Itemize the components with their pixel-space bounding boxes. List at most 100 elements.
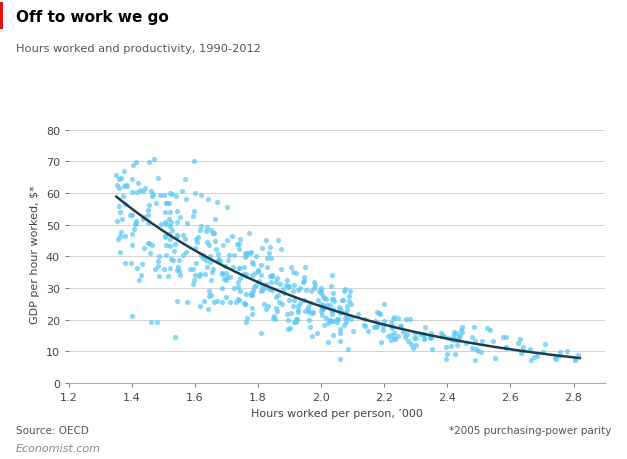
Point [245, 250, 255, 257]
Point [196, 191, 206, 199]
Point [251, 282, 261, 290]
Point [441, 356, 451, 364]
Point [455, 332, 465, 339]
Point [276, 246, 286, 254]
Point [181, 175, 191, 183]
Point [470, 357, 480, 364]
Point [482, 325, 492, 332]
Point [501, 333, 511, 341]
Point [199, 297, 209, 305]
Point [335, 338, 345, 346]
Point [466, 334, 477, 341]
Point [409, 334, 419, 341]
Point [346, 315, 356, 323]
Point [247, 310, 257, 318]
Point [285, 325, 295, 332]
Point [359, 321, 369, 329]
Point [151, 200, 161, 207]
Point [441, 343, 451, 351]
Point [335, 330, 345, 337]
Point [472, 346, 482, 353]
Point [115, 232, 125, 240]
Point [256, 262, 266, 269]
Point [205, 259, 215, 266]
Point [372, 308, 382, 316]
Point [335, 308, 345, 315]
Point [172, 298, 182, 305]
Point [396, 323, 406, 330]
Point [308, 285, 319, 292]
Point [137, 260, 147, 268]
Point [256, 287, 266, 295]
Point [196, 223, 206, 230]
Point [475, 349, 485, 356]
Point [139, 245, 149, 252]
Point [526, 357, 536, 364]
Point [155, 192, 165, 199]
Point [213, 251, 223, 258]
Point [283, 317, 293, 325]
Point [161, 234, 171, 241]
Point [189, 158, 199, 166]
Point [525, 346, 535, 353]
Point [318, 301, 328, 308]
Point [250, 283, 260, 291]
Point [283, 326, 293, 333]
Point [181, 196, 191, 203]
Point [289, 319, 299, 326]
Point [218, 269, 228, 277]
Point [148, 191, 158, 198]
Point [239, 299, 249, 307]
Point [174, 268, 184, 275]
Point [372, 322, 382, 330]
Point [203, 196, 213, 203]
Point [300, 308, 310, 315]
Point [275, 281, 285, 288]
Point [206, 227, 216, 235]
Point [470, 337, 480, 345]
Point [519, 343, 529, 351]
Point [153, 258, 163, 265]
Point [204, 292, 214, 300]
Point [339, 285, 349, 293]
Point [335, 306, 345, 313]
Point [222, 237, 232, 245]
Point [437, 332, 447, 339]
Point [209, 299, 219, 306]
Point [120, 260, 130, 268]
Point [289, 296, 299, 303]
Point [136, 272, 146, 279]
Point [477, 338, 487, 345]
Point [165, 236, 175, 244]
Point [283, 284, 293, 291]
Point [204, 241, 214, 249]
Point [202, 224, 212, 232]
Point [277, 300, 287, 308]
Point [315, 307, 325, 314]
Point [411, 335, 421, 342]
Point [171, 193, 181, 200]
Point [127, 189, 137, 196]
Point [387, 315, 398, 323]
Point [220, 263, 230, 270]
Point [450, 351, 460, 358]
Point [240, 301, 250, 308]
Point [342, 314, 352, 322]
Point [438, 332, 448, 340]
Point [293, 307, 303, 314]
Point [258, 287, 268, 294]
Point [147, 241, 157, 249]
Point [159, 191, 169, 199]
Point [401, 316, 411, 323]
Point [221, 277, 231, 284]
Point [298, 279, 308, 286]
Point [468, 324, 478, 331]
Point [224, 252, 234, 259]
Point [453, 337, 463, 344]
X-axis label: Hours worked per person, ’000: Hours worked per person, ’000 [251, 408, 423, 418]
Point [419, 330, 429, 338]
Point [387, 323, 397, 330]
Point [461, 339, 471, 347]
Point [307, 309, 317, 317]
Point [112, 236, 122, 244]
